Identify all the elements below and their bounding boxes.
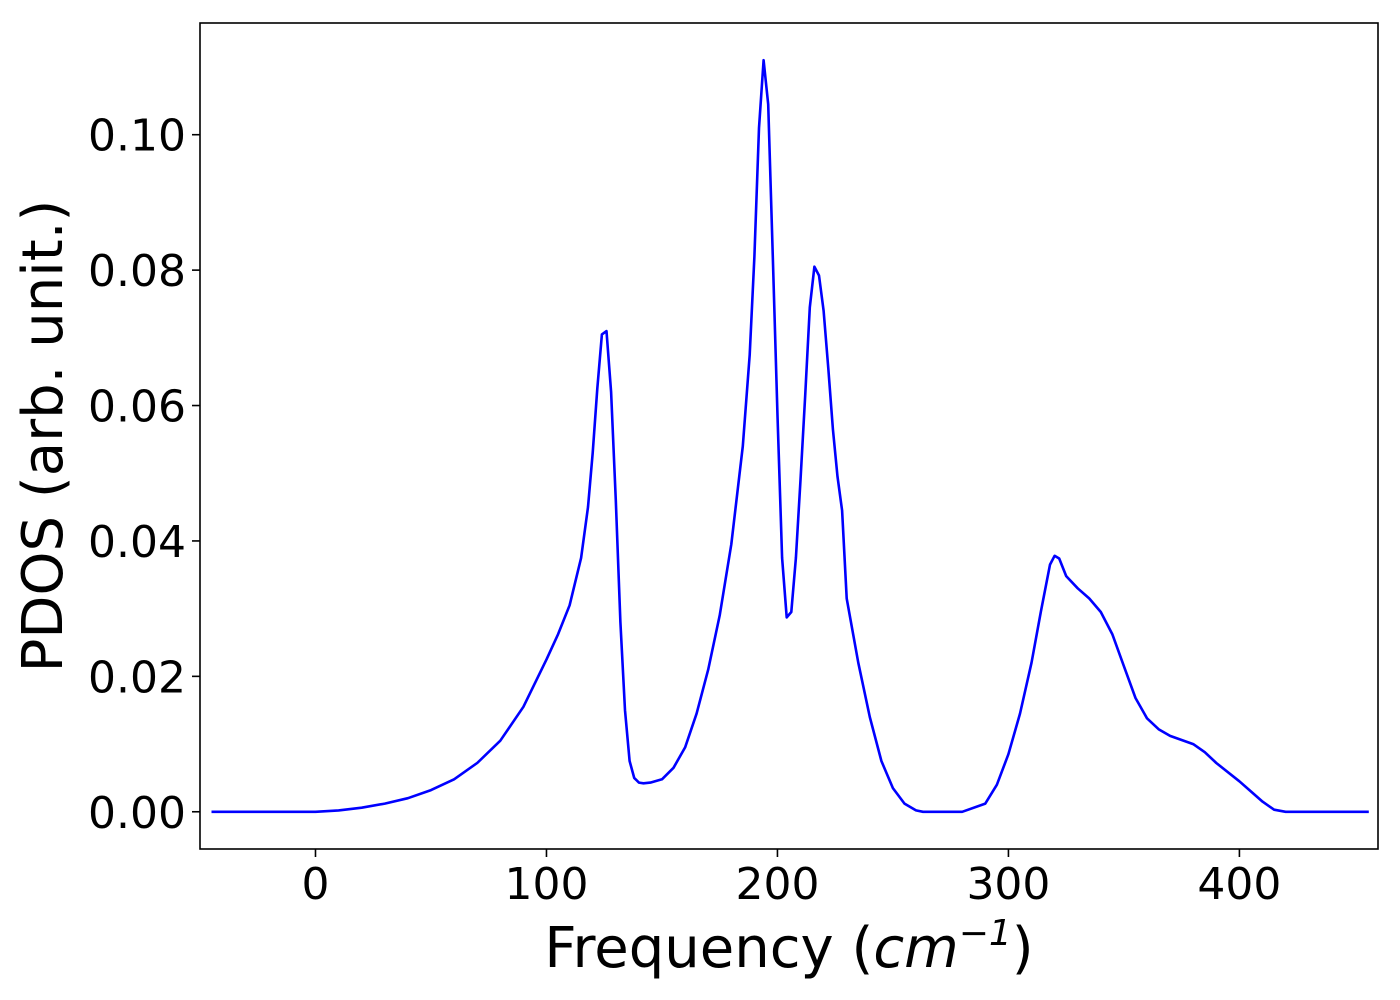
x-tick-label: 100: [504, 859, 588, 910]
y-tick-label: 0.10: [88, 111, 186, 162]
y-axis-ticks: 0.00 0.02 0.04 0.06 0.08 0.10: [88, 111, 200, 839]
plot-frame: [199, 22, 1379, 850]
x-tick-label: 400: [1197, 859, 1281, 910]
y-axis-title: PDOS (arb. unit.): [11, 200, 76, 673]
x-tick-label: 200: [735, 859, 819, 910]
x-axis-unit-exp: −1: [959, 913, 1012, 954]
x-axis-unit-base: cm: [873, 916, 958, 981]
y-tick-label: 0.08: [88, 246, 186, 297]
x-tick-label: 0: [301, 859, 329, 910]
x-tick-label: 300: [966, 859, 1050, 910]
series-layer: [211, 58, 1369, 814]
pdos-series-line: [211, 58, 1369, 814]
y-tick-label: 0.02: [88, 652, 186, 703]
x-axis-ticks: 0 100 200 300 400: [301, 849, 1281, 910]
y-tick-label: 0.00: [88, 788, 186, 839]
y-tick-label: 0.06: [88, 382, 186, 433]
x-axis-title: Frequency (cm−1): [544, 913, 1033, 981]
x-axis-label: Frequency: [544, 916, 833, 981]
y-tick-label: 0.04: [88, 517, 186, 568]
